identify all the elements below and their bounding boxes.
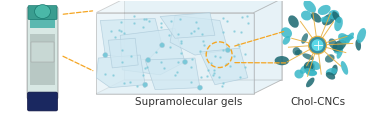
- Ellipse shape: [318, 5, 331, 15]
- Ellipse shape: [345, 32, 354, 43]
- Polygon shape: [96, 80, 282, 94]
- Ellipse shape: [321, 16, 330, 23]
- Ellipse shape: [338, 33, 350, 44]
- Ellipse shape: [294, 70, 304, 79]
- Polygon shape: [96, 0, 282, 12]
- Ellipse shape: [295, 50, 302, 55]
- Ellipse shape: [302, 53, 314, 60]
- Ellipse shape: [306, 70, 317, 76]
- Ellipse shape: [336, 47, 343, 59]
- Circle shape: [197, 85, 203, 90]
- FancyBboxPatch shape: [28, 6, 57, 20]
- Circle shape: [308, 36, 327, 54]
- Ellipse shape: [288, 15, 299, 28]
- Ellipse shape: [357, 28, 366, 43]
- Bar: [29, 34, 56, 85]
- Text: Chol-CNCs: Chol-CNCs: [290, 97, 345, 107]
- Ellipse shape: [332, 11, 341, 23]
- Circle shape: [143, 82, 148, 87]
- Ellipse shape: [306, 78, 314, 87]
- Bar: [31, 42, 54, 62]
- Ellipse shape: [293, 47, 301, 56]
- Polygon shape: [170, 15, 228, 55]
- Ellipse shape: [341, 61, 348, 75]
- Polygon shape: [120, 28, 185, 75]
- Ellipse shape: [332, 40, 346, 52]
- Polygon shape: [108, 38, 138, 68]
- Circle shape: [183, 60, 187, 64]
- Bar: [29, 11, 56, 28]
- Circle shape: [311, 39, 324, 51]
- Circle shape: [160, 43, 164, 48]
- Ellipse shape: [311, 12, 321, 23]
- Circle shape: [103, 53, 108, 57]
- FancyBboxPatch shape: [27, 7, 58, 99]
- Ellipse shape: [340, 35, 354, 40]
- Text: Supramolecular gels: Supramolecular gels: [135, 97, 243, 107]
- Polygon shape: [100, 18, 162, 60]
- Ellipse shape: [304, 62, 314, 71]
- Circle shape: [146, 57, 151, 62]
- Ellipse shape: [275, 56, 289, 65]
- Ellipse shape: [309, 62, 315, 71]
- Ellipse shape: [334, 45, 344, 54]
- Circle shape: [225, 48, 230, 53]
- Ellipse shape: [34, 5, 51, 18]
- Ellipse shape: [332, 65, 338, 76]
- Polygon shape: [160, 12, 215, 38]
- Polygon shape: [200, 48, 248, 85]
- Ellipse shape: [301, 11, 312, 20]
- Ellipse shape: [322, 14, 335, 25]
- Ellipse shape: [281, 27, 292, 38]
- Ellipse shape: [308, 61, 321, 70]
- Ellipse shape: [355, 39, 361, 51]
- Ellipse shape: [326, 68, 337, 75]
- Ellipse shape: [304, 0, 316, 13]
- Ellipse shape: [301, 33, 308, 44]
- Polygon shape: [124, 0, 282, 80]
- Ellipse shape: [334, 17, 343, 31]
- Ellipse shape: [325, 54, 335, 63]
- Polygon shape: [96, 55, 145, 88]
- Polygon shape: [254, 0, 282, 94]
- Polygon shape: [145, 58, 200, 90]
- Ellipse shape: [328, 10, 339, 20]
- FancyBboxPatch shape: [28, 92, 57, 111]
- Polygon shape: [96, 12, 254, 94]
- Ellipse shape: [328, 38, 338, 49]
- Ellipse shape: [304, 68, 317, 75]
- Ellipse shape: [283, 36, 290, 45]
- Ellipse shape: [300, 65, 308, 74]
- Ellipse shape: [326, 72, 335, 80]
